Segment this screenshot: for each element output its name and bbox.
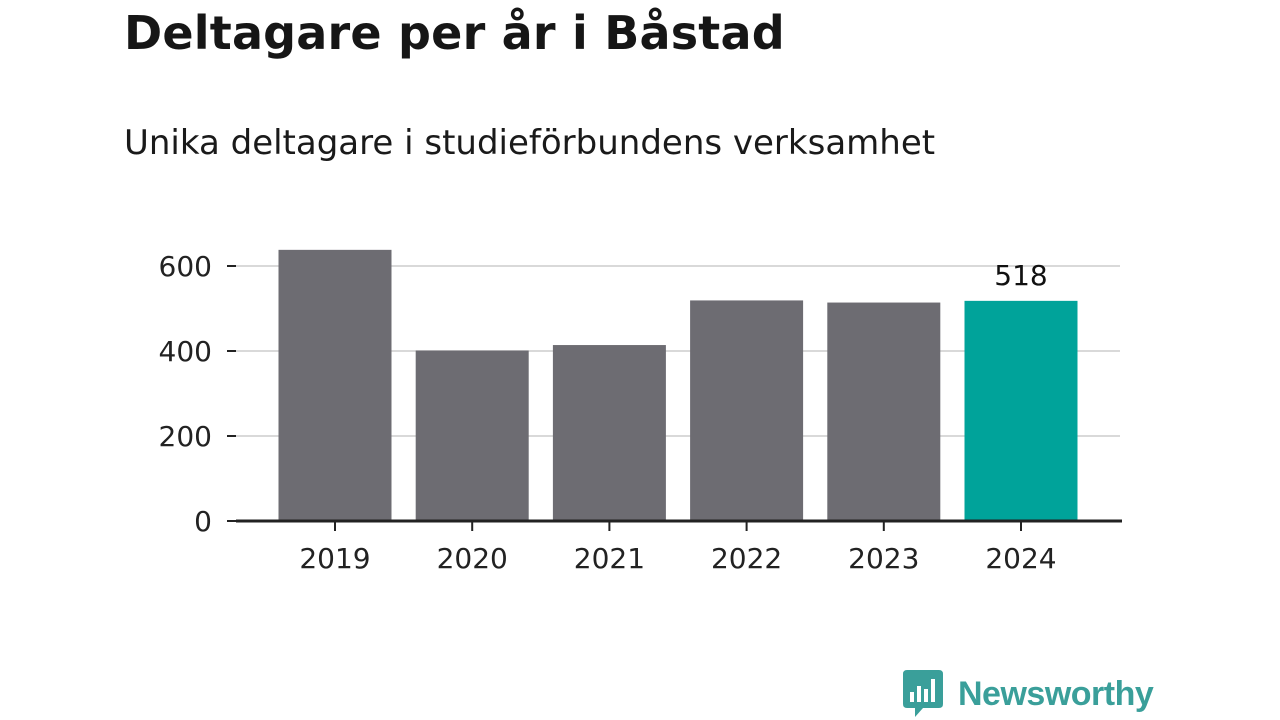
bar-2019 bbox=[278, 249, 392, 521]
y-tick-label: 200 bbox=[159, 420, 212, 453]
x-tick-label: 2022 bbox=[711, 542, 782, 575]
brand-logo: Newsworthy bbox=[903, 670, 1154, 718]
newsworthy-logo-icon bbox=[903, 670, 943, 717]
bar-2020 bbox=[415, 350, 529, 521]
bar-2021 bbox=[552, 345, 666, 521]
labels: 0 200 400 600 2019 2020 2021 2022 2023 2024 518 bbox=[159, 250, 1057, 575]
bar-2022 bbox=[690, 300, 804, 521]
data-label: 518 bbox=[994, 259, 1047, 292]
x-tick-label: 2021 bbox=[574, 542, 645, 575]
x-tick-label: 2020 bbox=[437, 542, 508, 575]
x-tick-label: 2024 bbox=[985, 542, 1056, 575]
y-tick-label: 400 bbox=[159, 335, 212, 368]
bars bbox=[278, 249, 1078, 521]
y-tick-label: 0 bbox=[194, 505, 212, 538]
y-tick-label: 600 bbox=[159, 250, 212, 283]
x-tick-label: 2023 bbox=[848, 542, 919, 575]
chart-title: Deltagare per år i Båstad bbox=[124, 6, 785, 60]
brand-name: Newsworthy bbox=[958, 675, 1154, 713]
chart-subtitle: Unika deltagare i studieförbundens verks… bbox=[124, 123, 936, 163]
bar-2024 bbox=[964, 300, 1078, 521]
bar-2023 bbox=[827, 302, 941, 521]
x-tick-label: 2019 bbox=[299, 542, 370, 575]
axes bbox=[227, 265, 1122, 531]
